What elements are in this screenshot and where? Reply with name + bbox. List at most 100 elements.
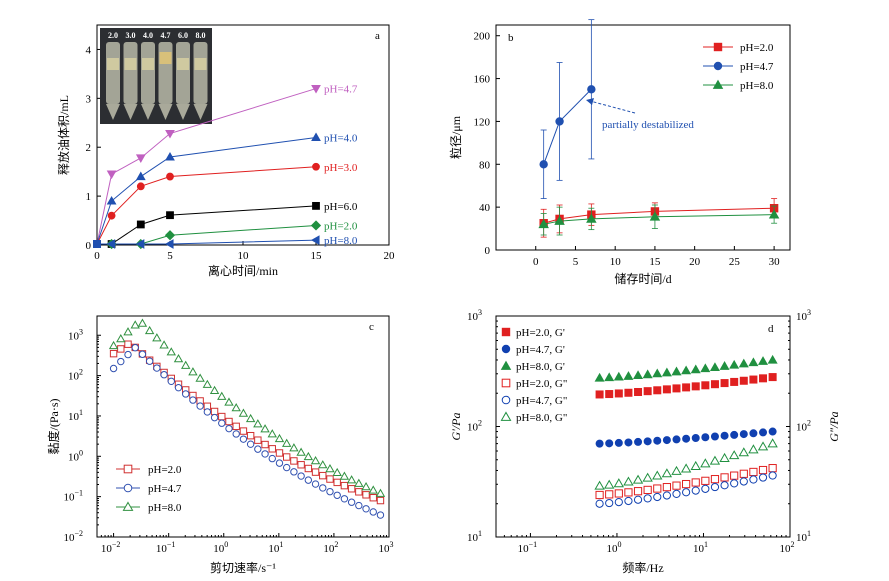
data-point: [709, 362, 720, 371]
y-tick-label: 200: [474, 31, 491, 43]
data-point: [319, 471, 327, 480]
data-point: [268, 454, 276, 463]
data-point: [347, 498, 356, 506]
y-tick-label: 1: [86, 191, 92, 203]
y-tick-label: 2: [86, 142, 92, 154]
data-point: [232, 422, 240, 431]
data-point: [239, 435, 248, 443]
data-point: [159, 340, 169, 349]
data-point: [109, 349, 118, 358]
data-point: [614, 498, 623, 507]
legend-marker: [501, 327, 511, 337]
data-point: [106, 195, 117, 205]
data-point: [281, 438, 292, 447]
data-point: [642, 472, 653, 482]
data-point: [347, 485, 356, 493]
legend: pH=2.0 pH=4.7 pH=8.0: [116, 464, 182, 514]
data-point: [131, 343, 139, 352]
y-tick-label: 120: [474, 116, 491, 128]
data-point: [662, 491, 671, 500]
x-tick-label: 100: [606, 540, 621, 555]
data-point: [165, 151, 175, 161]
data-point: [218, 419, 226, 427]
panel-letter: a: [375, 30, 380, 42]
data-point: [555, 117, 564, 126]
data-point: [613, 478, 625, 488]
data-point: [124, 350, 132, 359]
x-tick-label: 0: [94, 250, 100, 262]
data-point: [623, 371, 634, 380]
data-point: [109, 364, 118, 373]
data-point: [339, 471, 350, 480]
data-point: [749, 429, 758, 438]
data-point: [303, 451, 314, 461]
data-point: [605, 390, 614, 399]
inset-label: 8.0: [196, 31, 206, 40]
x-axis-label: 储存时间/d: [614, 271, 671, 286]
y-tick-label-right: 101: [796, 529, 811, 544]
data-point: [145, 357, 154, 365]
data-point: [739, 469, 748, 478]
data-point: [310, 220, 322, 231]
data-point: [642, 369, 653, 379]
data-point: [333, 491, 341, 499]
data-point: [174, 383, 183, 392]
annotation-text: partially destabilized: [602, 119, 694, 131]
data-point: [282, 463, 291, 472]
data-point: [652, 470, 663, 480]
tube-tip: [176, 104, 190, 120]
data-point: [152, 333, 162, 342]
data-point: [355, 488, 363, 496]
legend-marker: [713, 61, 723, 71]
inset-label: 3.0: [126, 31, 136, 40]
data-point: [594, 372, 605, 382]
data-point: [282, 453, 291, 461]
data-point: [239, 427, 248, 435]
data-point: [231, 403, 241, 412]
data-point: [203, 408, 212, 416]
legend-marker: [713, 42, 723, 52]
series-label: pH=8.0: [324, 235, 358, 247]
data-point: [653, 386, 662, 395]
data-point: [710, 475, 720, 484]
data-point: [123, 327, 133, 336]
data-point: [710, 482, 720, 492]
data-point: [275, 449, 284, 457]
panel-b: 0 5 10 15 20 25 30 0 40 80 120 160 200 储存时间/d 粒径/μm b pa…: [448, 19, 791, 286]
series-line: [97, 239, 317, 245]
data-point: [709, 455, 721, 465]
series-pH=4.7: [109, 343, 385, 519]
x-tick-label: 15: [311, 250, 323, 262]
data-point: [730, 377, 739, 386]
legend-marker: [123, 464, 133, 474]
data-point: [758, 465, 768, 475]
legend-label: pH=4.7, G': [516, 344, 565, 356]
data-point: [312, 162, 320, 171]
data-point: [634, 437, 643, 446]
tube-oil-layer: [177, 58, 189, 70]
y-tick-label: 103: [68, 327, 83, 342]
data-point: [739, 430, 748, 439]
x-tick-label: 5: [573, 256, 579, 268]
data-point: [643, 437, 652, 446]
data-point: [634, 387, 643, 396]
x-tick-label: 101: [693, 540, 708, 555]
series-pH=4.0: pH=4.0: [93, 132, 358, 248]
data-point: [310, 456, 321, 465]
inset-label: 4.0: [143, 31, 153, 40]
data-point: [701, 484, 710, 493]
y-axis-label: 释放油体积/mL: [56, 95, 71, 175]
data-point: [633, 495, 643, 504]
data-point: [682, 488, 691, 497]
series-pH=4.7: [539, 19, 596, 199]
data-point: [720, 431, 729, 440]
data-point: [767, 438, 778, 448]
y-tick-label: 160: [474, 74, 491, 86]
series-pH=8.0, G": [594, 438, 778, 490]
data-point: [195, 373, 205, 382]
data-point: [182, 390, 190, 398]
data-point: [153, 364, 161, 372]
data-point: [290, 468, 298, 476]
data-point: [254, 445, 262, 453]
data-point: [93, 240, 101, 248]
